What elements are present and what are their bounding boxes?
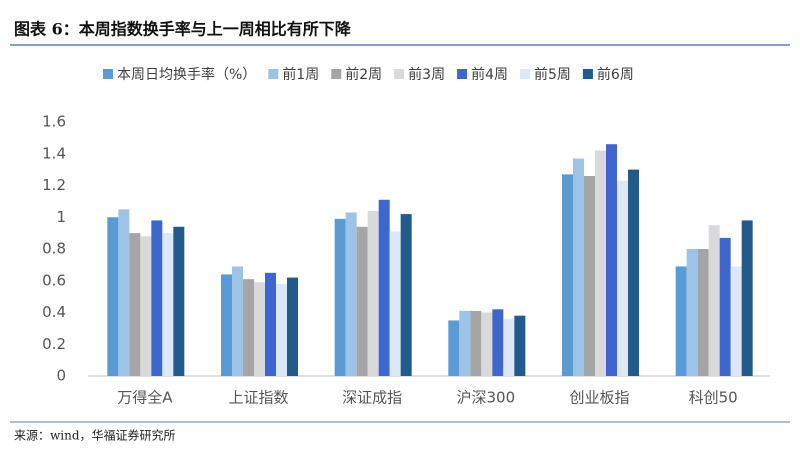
chart-title: 图表 6：本周指数换手率与上一周相比有所下降: [14, 20, 352, 39]
bar: [356, 226, 368, 376]
legend-label: 前2周: [345, 66, 382, 83]
legend-swatch: [268, 69, 279, 79]
bar: [741, 220, 753, 376]
bar: [129, 233, 141, 376]
y-tick-label: 1.2: [42, 176, 66, 194]
y-tick-label: 1.6: [42, 113, 66, 131]
bar: [470, 310, 482, 376]
legend-label: 本周日均换手率（%）: [117, 66, 256, 83]
y-tick-label: 1: [56, 208, 66, 226]
bar: [221, 274, 232, 376]
y-tick-label: 0.6: [42, 271, 66, 289]
x-tick-label: 创业板指: [569, 389, 629, 407]
bar: [389, 231, 401, 376]
x-tick-label: 上证指数: [228, 389, 288, 407]
x-tick-label: 万得全A: [117, 389, 173, 407]
bar: [287, 277, 298, 376]
bar: [730, 266, 742, 376]
bar: [276, 283, 287, 376]
source: 来源：wind，华福证券研究所: [14, 428, 176, 443]
y-tick-label: 0.2: [42, 335, 66, 353]
bar: [514, 315, 526, 376]
bar: [334, 218, 346, 376]
bar: [573, 158, 584, 376]
bar: [584, 175, 595, 376]
bar: [265, 272, 276, 376]
bar: [617, 180, 628, 376]
legend-swatch: [103, 69, 113, 79]
bar: [448, 320, 460, 376]
x-tick-label: 科创50: [689, 389, 738, 407]
bar: [708, 225, 720, 376]
legend-label: 前1周: [282, 66, 319, 83]
bar: [628, 169, 639, 376]
legend-swatch: [582, 69, 593, 79]
bar: [503, 318, 515, 376]
bar: [173, 226, 185, 376]
legend-label: 前3周: [408, 66, 445, 83]
bar: [719, 237, 731, 376]
legend-label: 前4周: [471, 66, 508, 83]
bar: [254, 282, 265, 376]
legend-swatch: [457, 69, 468, 79]
x-tick-label: 深证成指: [342, 389, 402, 407]
bar: [400, 214, 412, 376]
bar: [697, 249, 709, 376]
bar: [345, 212, 357, 376]
bar: [595, 150, 606, 376]
bar: [459, 310, 471, 376]
bar: [492, 309, 504, 376]
bar: [367, 210, 379, 376]
bar: [151, 220, 163, 376]
legend-label: 前6周: [597, 66, 634, 83]
legend-label: 前5周: [534, 66, 571, 83]
bar: [140, 236, 152, 376]
legend-swatch: [331, 69, 342, 79]
legend-swatch: [394, 69, 405, 79]
bar: [378, 199, 390, 376]
bar: [675, 266, 687, 376]
bar: [481, 312, 493, 376]
y-tick-label: 1.4: [42, 144, 66, 162]
y-tick-label: 0.8: [42, 240, 66, 258]
x-tick-label: 沪深300: [457, 389, 516, 407]
bar: [107, 217, 119, 376]
bar: [118, 209, 130, 376]
bar: [162, 233, 174, 376]
bar: [562, 174, 573, 376]
bar: [686, 249, 698, 376]
y-tick-label: 0.4: [42, 303, 66, 321]
bar: [606, 144, 617, 376]
y-tick-label: 0: [56, 367, 66, 385]
legend-swatch: [520, 69, 530, 79]
bar: [243, 279, 254, 376]
bar: [232, 266, 243, 376]
